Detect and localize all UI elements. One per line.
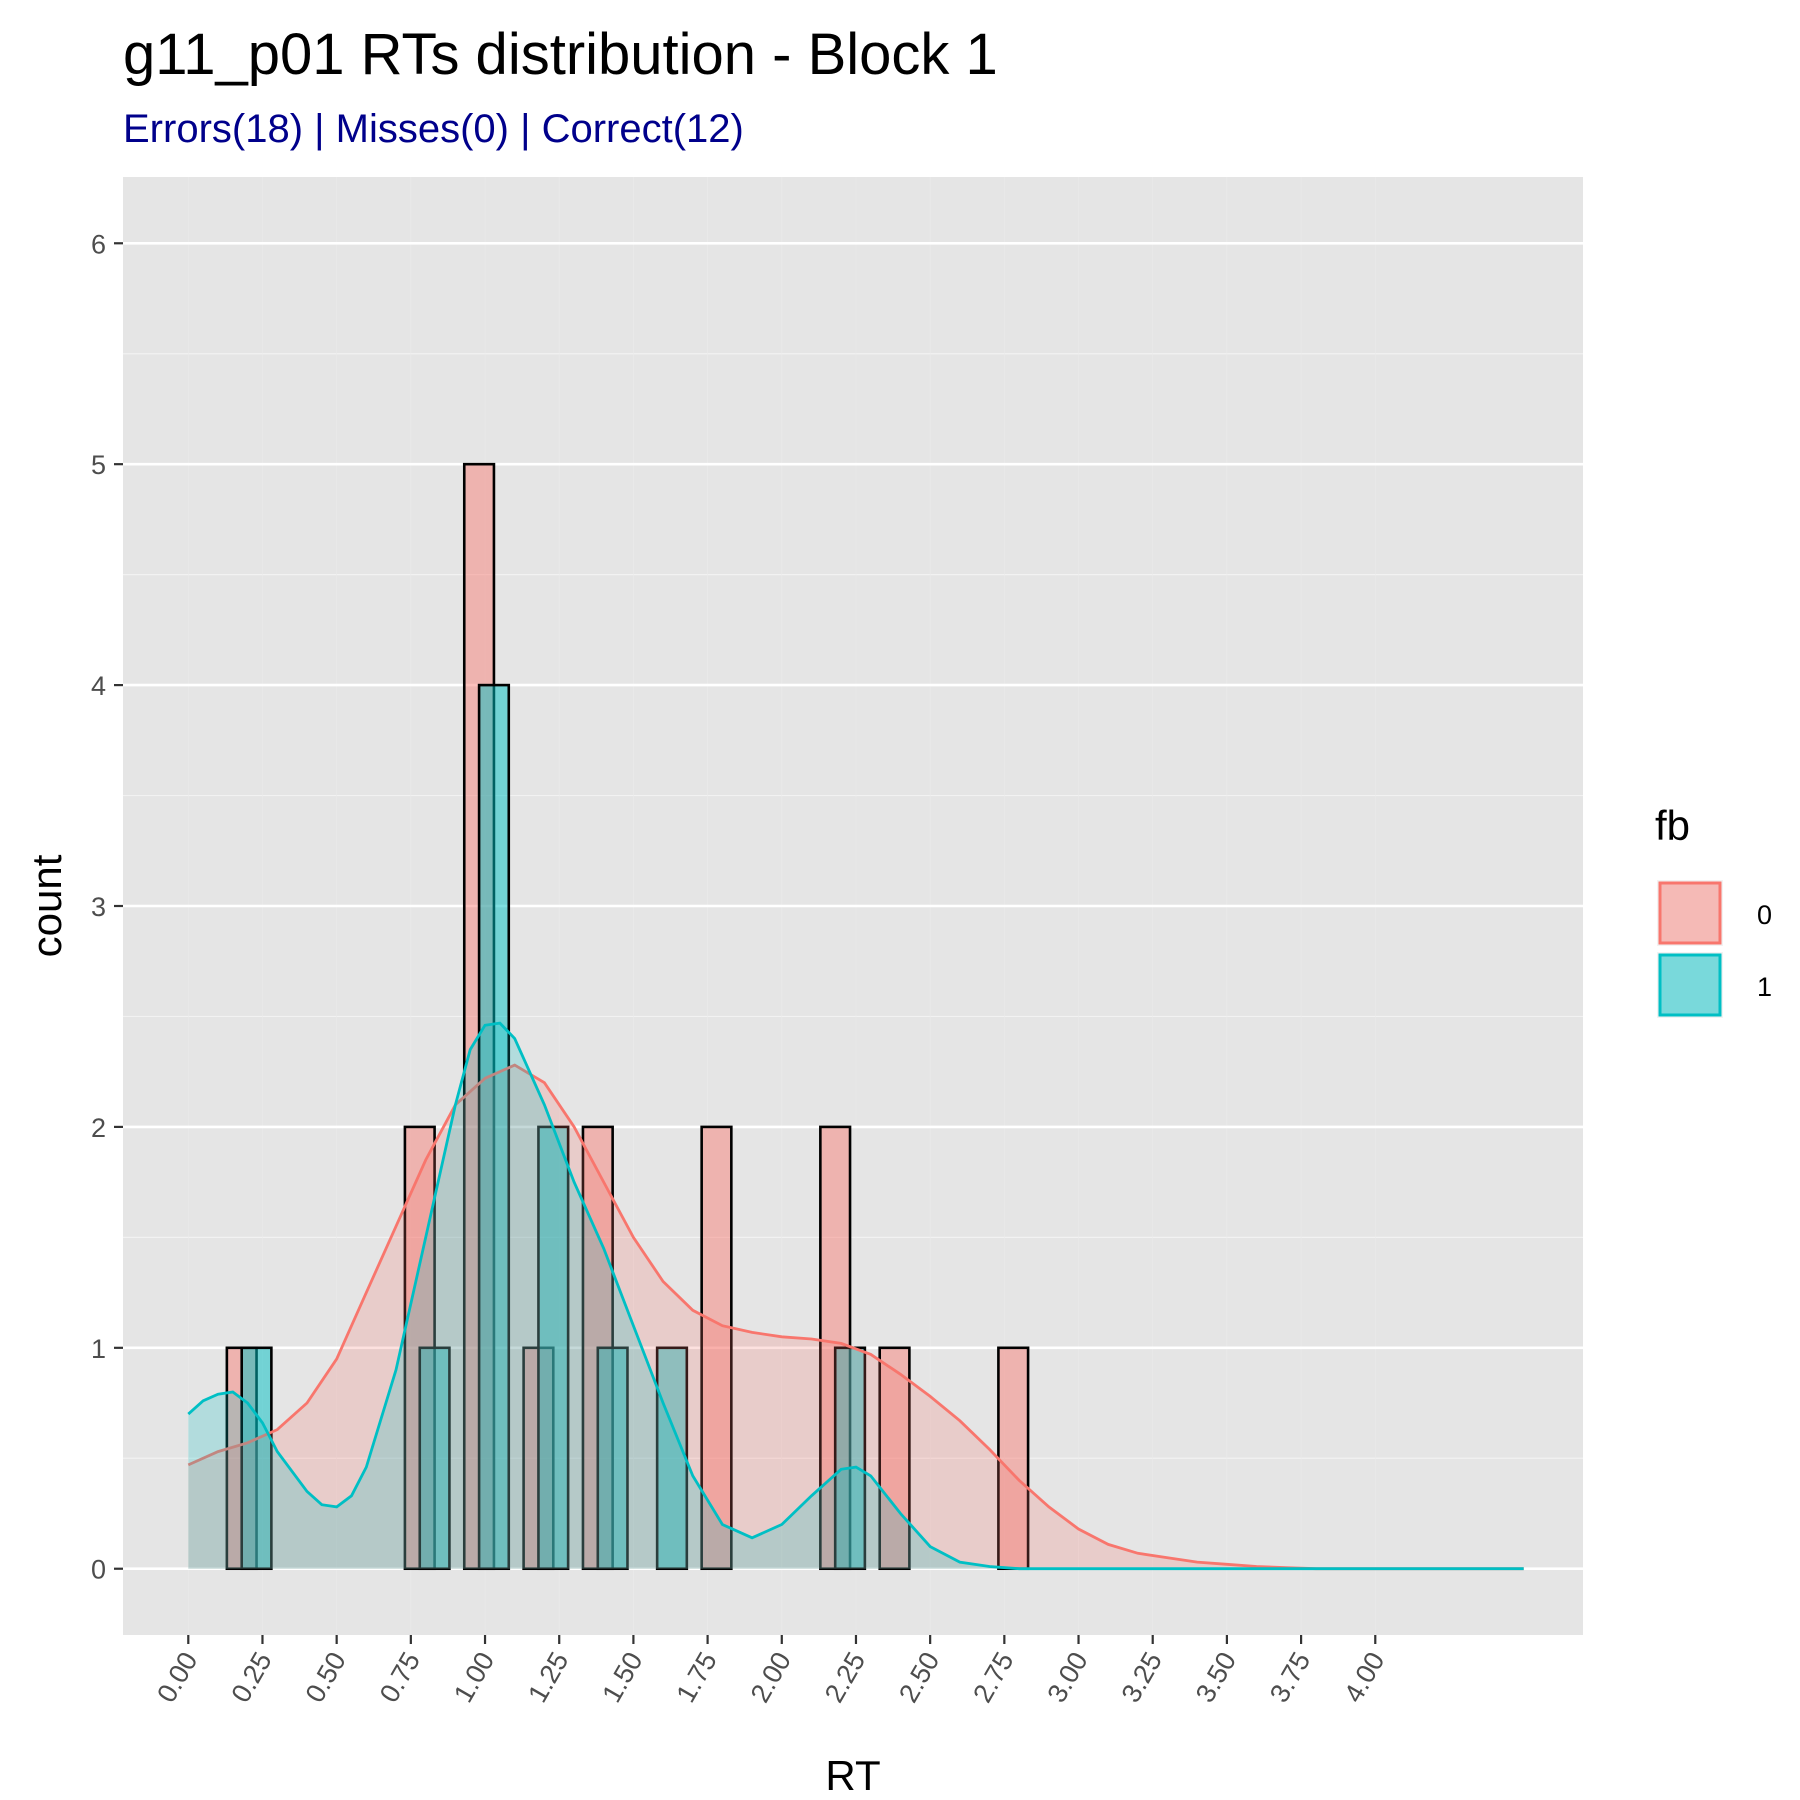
legend-key-fb-0 [1658,881,1722,945]
x-tick-label: 3.25 [1116,1647,1168,1708]
legend-label: 0 [1757,900,1772,930]
histogram-bar-fb-0 [700,1125,733,1571]
x-tick-label: 0.00 [151,1647,203,1708]
x-axis: 0.00 0.25 0.50 0.75 1.00 1.25 1.50 1.75 2.00 2.25… [151,1635,1390,1708]
y-tick-label: 5 [91,450,106,480]
histogram-bar-fb-0 [997,1346,1030,1571]
x-tick-label: 1.25 [522,1647,574,1708]
histogram-bar-fb-1 [477,683,511,1571]
y-axis-title: count [23,854,70,957]
legend-key-bg [1657,880,1723,946]
x-tick-label: 4.00 [1338,1647,1390,1708]
x-tick-label: 3.50 [1190,1647,1242,1708]
x-tick-label: 1.75 [671,1647,723,1708]
x-tick-label: 2.75 [967,1647,1019,1708]
histogram-bar-fb-1 [596,1346,629,1571]
y-tick-label: 6 [91,229,106,259]
x-tick-label: 0.50 [300,1647,352,1708]
y-tick-label: 0 [91,1555,106,1585]
x-tick-label: 2.25 [819,1647,871,1708]
y-tick-label: 1 [91,1334,106,1364]
density-area-fb-1 [188,1023,1524,1569]
density-area-fb-0 [188,1065,1524,1569]
histogram-bar-fb-1 [418,1346,451,1571]
legend-key-fb-1 [1658,953,1722,1017]
legend-label: 1 [1757,972,1772,1002]
y-axis: 0 1 2 3 4 5 6 [91,229,123,1585]
density-curves [187,1021,1524,1571]
x-tick-label: 3.75 [1264,1647,1316,1708]
x-tick-label: 1.50 [596,1647,648,1708]
x-tick-label: 0.25 [225,1647,277,1708]
y-tick-label: 4 [91,671,106,701]
histogram-bar-fb-0 [878,1346,911,1571]
x-tick-label: 3.00 [1041,1647,1093,1708]
histogram-bar-fb-1 [655,1346,689,1571]
legend-title: fb [1655,802,1690,849]
histogram-bar-fb-1 [240,1346,273,1571]
legend-entries: 01 [1657,880,1772,1018]
histogram-bar-fb-1 [833,1346,867,1571]
histogram-bars [225,462,1030,1571]
x-axis-title: RT [825,1752,880,1799]
x-tick-label: 1.00 [448,1647,500,1708]
x-tick-label: 0.75 [374,1647,426,1708]
y-tick-label: 3 [91,892,106,922]
legend: fb 01 [1655,802,1772,1018]
x-tick-label: 2.50 [893,1647,945,1708]
chart-subtitle: Errors(18) | Misses(0) | Correct(12) [123,107,744,151]
chart-title: g11_p01 RTs distribution - Block 1 [123,22,998,87]
density-line-fb-1 [187,1021,1524,1571]
density-line-fb-0 [187,1063,1524,1571]
x-tick-label: 2.00 [745,1647,797,1708]
y-tick-label: 2 [91,1113,106,1143]
